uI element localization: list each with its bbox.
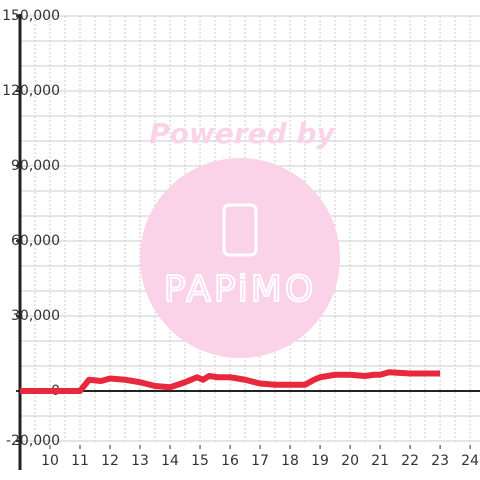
x-tick-label: 11 <box>71 453 89 469</box>
x-tick-label: 17 <box>251 453 269 469</box>
y-tick-label: 150,000 <box>2 8 60 24</box>
x-tick-label: 24 <box>461 453 479 469</box>
y-tick-label: 120,000 <box>2 83 60 99</box>
x-tick-label: 21 <box>371 453 389 469</box>
x-tick-label: 20 <box>341 453 359 469</box>
y-tick-label: 90,000 <box>11 158 60 174</box>
watermark-logo: PAPiMO <box>164 269 316 310</box>
x-tick-label: 23 <box>431 453 449 469</box>
x-tick-label: 16 <box>221 453 239 469</box>
x-tick-label: 18 <box>281 453 299 469</box>
watermark-caption: Powered by <box>149 117 336 150</box>
x-tick-label: 12 <box>101 453 119 469</box>
x-tick-label: 10 <box>41 453 59 469</box>
line <box>20 369 441 394</box>
x-tick-label: 22 <box>401 453 419 469</box>
x-tick-label: 13 <box>131 453 149 469</box>
x-tick-label: 14 <box>161 453 179 469</box>
y-tick-label: 60,000 <box>11 233 60 249</box>
x-tick-label: 15 <box>191 453 209 469</box>
y-tick-label: -20,000 <box>6 433 60 449</box>
watermark-icon <box>222 203 258 257</box>
y-tick-label: 30,000 <box>11 308 60 324</box>
x-tick-label: 19 <box>311 453 329 469</box>
watermark-circle <box>140 158 340 358</box>
